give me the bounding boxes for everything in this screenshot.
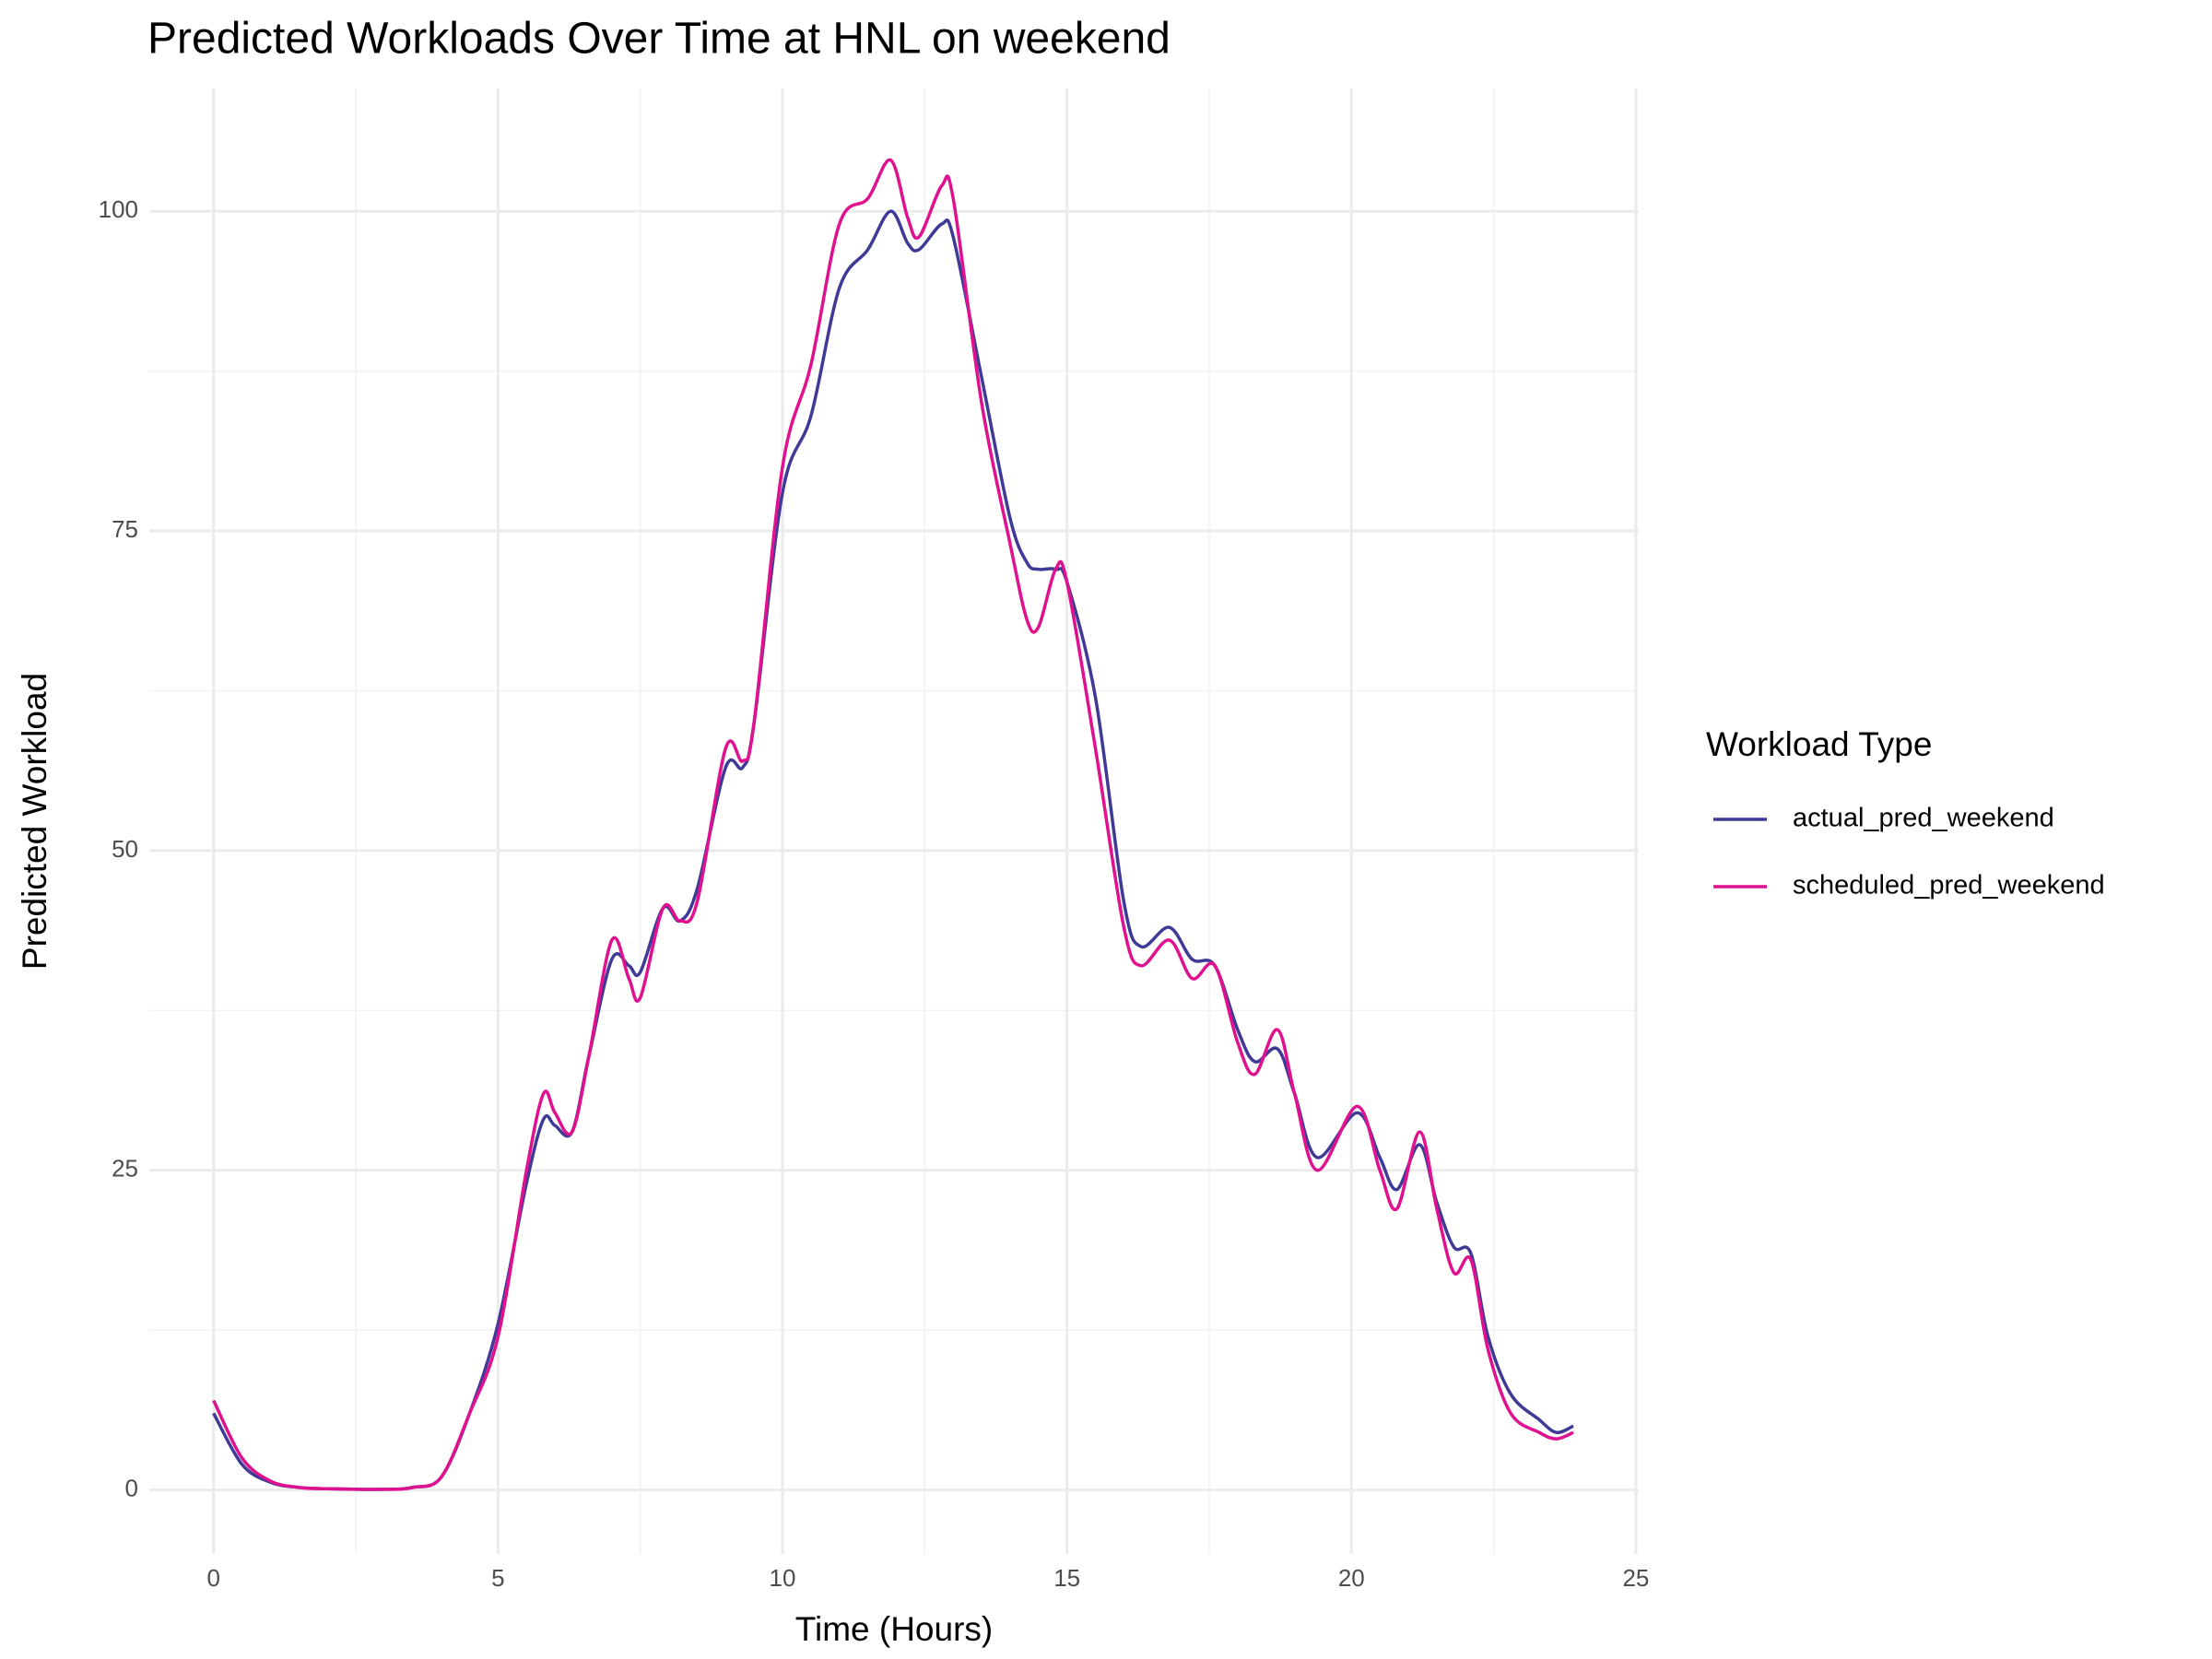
y-tick-label: 50 — [112, 835, 138, 863]
y-tick-label: 100 — [99, 195, 138, 223]
chart-title: Predicted Workloads Over Time at HNL on … — [147, 15, 1171, 64]
y-axis-title: Predicted Workload — [16, 673, 53, 970]
y-tick-label: 75 — [112, 515, 138, 543]
legend-label: actual_pred_weekend — [1793, 804, 2054, 833]
x-axis-title: Time (Hours) — [795, 1610, 993, 1648]
legend-title: Workload Type — [1706, 725, 1932, 763]
x-tick-label: 5 — [491, 1564, 504, 1592]
series-line — [212, 209, 1574, 1491]
x-tick-label: 0 — [207, 1564, 220, 1592]
series-line — [212, 158, 1574, 1491]
x-tick-label: 10 — [770, 1564, 796, 1592]
y-tick-label: 25 — [112, 1155, 138, 1182]
x-tick-label: 20 — [1338, 1564, 1365, 1592]
legend-label: scheduled_pred_weekend — [1793, 871, 2105, 900]
y-tick-label: 0 — [125, 1475, 138, 1502]
x-tick-label: 15 — [1053, 1564, 1080, 1592]
x-tick-label: 25 — [1622, 1564, 1649, 1592]
